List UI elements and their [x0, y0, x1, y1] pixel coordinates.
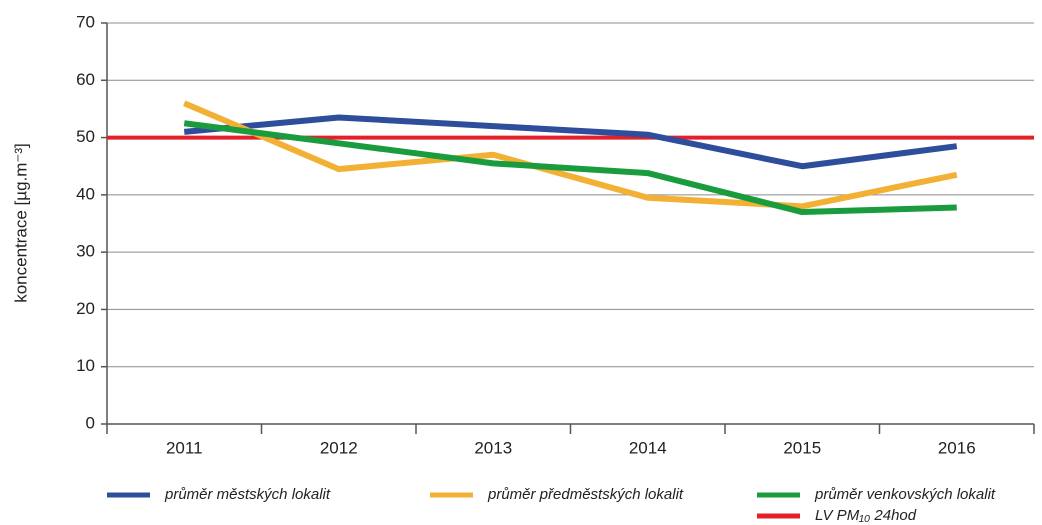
y-tick-label: 60 — [76, 70, 95, 89]
y-tick-label: 30 — [76, 242, 95, 261]
x-tick-label: 2016 — [938, 438, 976, 457]
y-tick-label: 70 — [76, 12, 95, 31]
x-tick-label: 2012 — [320, 438, 358, 457]
y-tick-label: 0 — [86, 413, 95, 432]
x-tick-label: 2011 — [166, 438, 203, 457]
series-line — [183, 114, 958, 170]
legend-label: průměr předměstských lokalit — [487, 486, 684, 503]
legend-label: průměr městských lokalit — [164, 486, 331, 503]
legend-label: průměr venkovských lokalit — [814, 486, 996, 503]
legend-label: LV PM₁₀ 24hod — [815, 507, 917, 524]
x-tick-label: 2013 — [474, 438, 512, 457]
y-tick-label: 20 — [76, 299, 95, 318]
y-axis-label: koncentrace [µg.m⁻³] — [11, 143, 30, 303]
series-line — [183, 120, 957, 216]
y-tick-label: 40 — [76, 184, 95, 203]
x-tick-label: 2014 — [629, 438, 667, 457]
x-tick-label: 2015 — [783, 438, 821, 457]
series-line — [183, 100, 958, 210]
y-tick-label: 50 — [76, 127, 95, 146]
y-tick-label: 10 — [76, 356, 95, 375]
